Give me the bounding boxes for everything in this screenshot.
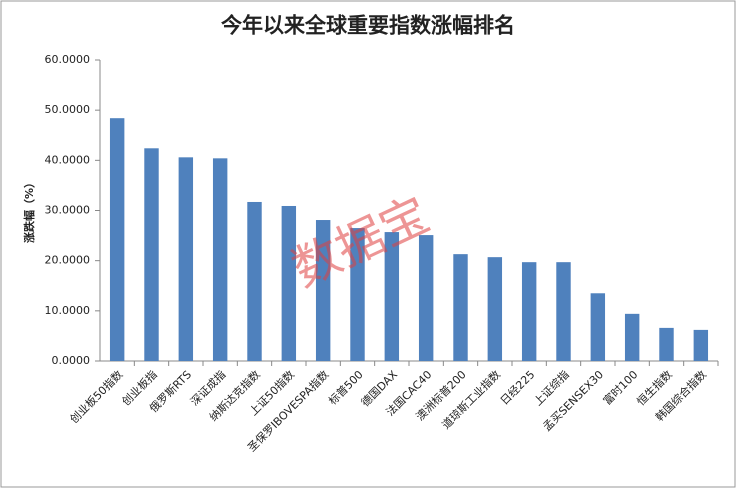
bar: [487, 257, 503, 361]
y-tick-label: 0.0000: [52, 354, 91, 367]
bar: [521, 262, 537, 361]
bar: [590, 293, 606, 361]
bar: [418, 235, 434, 361]
bar: [109, 118, 125, 362]
bar: [659, 327, 674, 361]
chart-title: 今年以来全球重要指数涨幅排名: [221, 13, 515, 38]
bar: [453, 254, 468, 361]
y-axis-label: 涨跌幅（%）: [22, 177, 36, 243]
y-tick-label: 20.0000: [45, 254, 91, 267]
bar: [384, 232, 400, 361]
bar: [281, 205, 297, 361]
bar: [212, 158, 228, 361]
bar: [315, 220, 331, 361]
y-tick-label: 40.0000: [45, 153, 91, 166]
y-tick-label: 60.0000: [45, 53, 91, 66]
bar: [178, 157, 194, 361]
y-tick-label: 30.0000: [45, 204, 91, 217]
bar: [350, 228, 365, 361]
bar: [247, 201, 262, 361]
bar: [144, 148, 159, 361]
y-tick-label: 50.0000: [45, 103, 91, 116]
y-tick-label: 10.0000: [45, 304, 91, 317]
bar: [556, 262, 571, 361]
bar: [693, 329, 709, 361]
bar: [624, 313, 640, 361]
